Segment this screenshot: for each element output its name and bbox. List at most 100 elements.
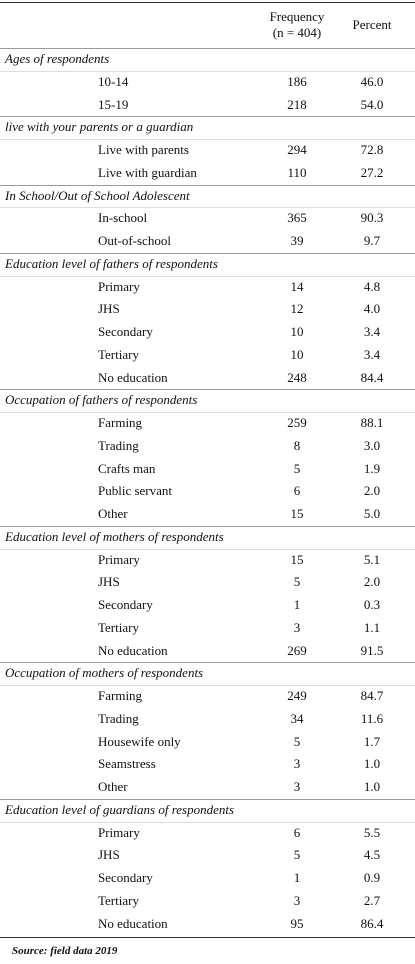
frequency: 294 xyxy=(287,142,307,157)
frequency: 5 xyxy=(293,847,301,863)
percent: 72.8 xyxy=(360,142,384,157)
rule xyxy=(0,275,415,277)
percent: 4.5 xyxy=(363,847,381,863)
rule xyxy=(0,139,415,140)
percent: 11.6 xyxy=(360,710,384,726)
row-label: Out-of-school xyxy=(98,233,171,248)
row-label: Seamstress xyxy=(98,756,156,772)
percent: 91.5 xyxy=(360,642,384,658)
percent: 27.2 xyxy=(360,164,384,180)
section-title: Education level of fathers of respondent… xyxy=(5,255,218,271)
header-percent: Percent xyxy=(352,17,392,32)
frequency: 186 xyxy=(287,73,307,89)
rule xyxy=(0,184,415,186)
row-label: No education xyxy=(98,642,168,658)
percent: 2.0 xyxy=(363,483,381,499)
frequency: 1 xyxy=(293,597,301,612)
percent: 5.5 xyxy=(363,824,381,840)
row-label: Farming xyxy=(98,688,143,703)
frequency: 5 xyxy=(293,733,301,749)
row-label: Live with parents xyxy=(98,142,189,157)
section-title: Ages of respondents xyxy=(5,51,110,66)
frequency: 10 xyxy=(290,324,304,339)
percent: 4.8 xyxy=(363,278,381,294)
row-label: Trading xyxy=(98,437,139,453)
row-label: 15-19 xyxy=(98,96,129,112)
section-title: Education level of guardians of responde… xyxy=(5,801,235,817)
row-label: Tertiary xyxy=(98,619,139,635)
percent: 84.4 xyxy=(360,369,384,385)
percent: 0.3 xyxy=(363,597,381,612)
row-label: Other xyxy=(98,506,128,521)
frequency: 8 xyxy=(293,437,301,453)
percent: 3.0 xyxy=(363,437,381,453)
percent: 1.1 xyxy=(363,619,381,635)
row-label: Public servant xyxy=(98,483,173,499)
frequency: 5 xyxy=(293,460,301,476)
row-label: Primary xyxy=(98,278,140,294)
row-label: JHS xyxy=(98,574,120,590)
frequency: 1 xyxy=(293,870,301,885)
frequency: 3 xyxy=(293,892,301,908)
frequency: 14 xyxy=(290,278,304,294)
rule xyxy=(0,70,415,72)
percent: 1.0 xyxy=(363,779,381,794)
percent: 86.4 xyxy=(360,915,384,931)
frequency: 10 xyxy=(290,346,304,362)
percent: 3.4 xyxy=(363,324,381,339)
rule xyxy=(0,116,415,118)
source: Source: field data 2019 xyxy=(12,945,118,958)
rule xyxy=(0,48,415,49)
section-title: live with your parents or a guardian xyxy=(5,119,194,135)
frequency: 3 xyxy=(293,779,301,794)
section-title: Education level of mothers of respondent… xyxy=(5,528,224,544)
section-title: In School/Out of School Adolescent xyxy=(5,187,190,203)
frequency: 39 xyxy=(290,233,304,248)
row-label: JHS xyxy=(98,847,120,863)
frequency: 15 xyxy=(290,506,304,521)
frequency: 3 xyxy=(293,619,301,635)
row-label: Live with guardian xyxy=(98,164,197,180)
percent: 46.0 xyxy=(360,73,384,89)
percent: 9.7 xyxy=(363,233,381,248)
percent: 2.7 xyxy=(363,892,381,908)
percent: 0.9 xyxy=(363,870,381,885)
row-label: Secondary xyxy=(98,870,153,885)
row-label: Trading xyxy=(98,710,139,726)
percent: 2.0 xyxy=(363,574,381,590)
rule xyxy=(0,685,415,686)
row-label: Housewife only xyxy=(98,733,181,749)
rule xyxy=(0,412,415,413)
rule xyxy=(0,207,415,209)
percent: 4.0 xyxy=(363,301,381,317)
header-frequency: Frequency xyxy=(269,9,325,24)
frequency: 269 xyxy=(287,642,307,658)
percent: 84.7 xyxy=(360,688,384,703)
percent: 5.0 xyxy=(363,506,381,521)
percent: 1.9 xyxy=(363,460,381,476)
row-label: Tertiary xyxy=(98,892,139,908)
row-label: Secondary xyxy=(98,597,153,612)
row-label: Secondary xyxy=(98,324,153,339)
percent: 1.0 xyxy=(363,756,381,772)
percent: 54.0 xyxy=(360,96,384,112)
row-label: In-school xyxy=(98,210,148,226)
header-n: (n = 404) xyxy=(272,25,322,40)
frequency: 12 xyxy=(290,301,304,317)
frequency: 218 xyxy=(287,96,307,112)
row-label: Farming xyxy=(98,415,143,430)
percent: 3.4 xyxy=(363,346,381,362)
frequency: 5 xyxy=(293,574,301,590)
percent: 90.3 xyxy=(360,210,384,226)
rule xyxy=(0,937,415,939)
frequency: 3 xyxy=(293,756,301,772)
row-label: No education xyxy=(98,369,168,385)
frequency: 365 xyxy=(287,210,307,226)
rule xyxy=(0,821,415,823)
frequency: 6 xyxy=(293,483,301,499)
row-label: Other xyxy=(98,779,128,794)
section-title: Occupation of mothers of respondents xyxy=(5,665,204,681)
row-label: JHS xyxy=(98,301,120,317)
frequency: 95 xyxy=(290,915,304,931)
rule xyxy=(0,548,415,550)
